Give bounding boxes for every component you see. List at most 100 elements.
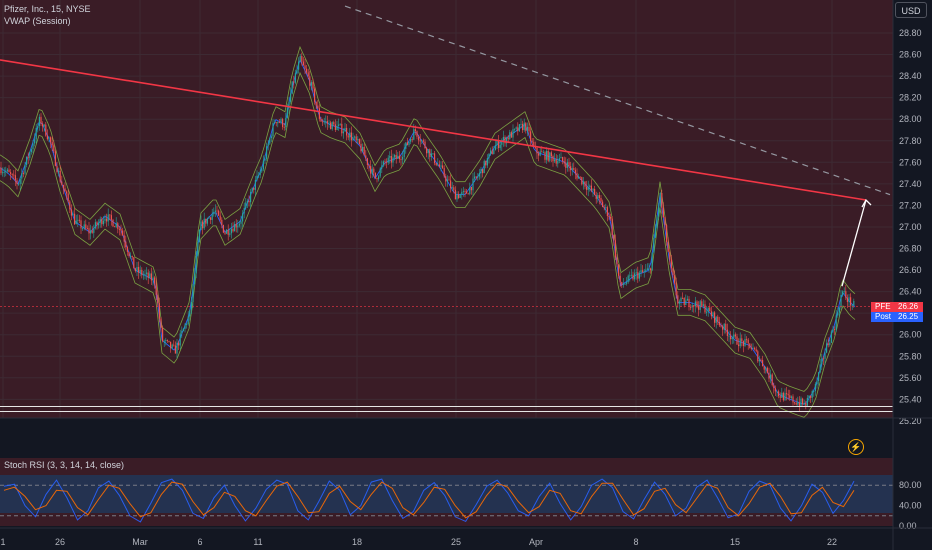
candle-body <box>242 213 244 222</box>
candle-body <box>646 268 648 270</box>
candle-body <box>467 193 469 195</box>
oscillator-band <box>0 475 893 513</box>
candle-body <box>58 170 60 172</box>
candle-body <box>826 343 828 353</box>
candle-body <box>637 272 639 279</box>
price-tick-label: 28.00 <box>899 114 922 124</box>
candle-body <box>686 298 688 301</box>
vwap-legend[interactable]: VWAP (Session) <box>4 16 71 26</box>
candle-body <box>10 172 12 175</box>
candle-body <box>264 158 266 161</box>
candle-body <box>70 209 72 216</box>
candle-body <box>54 151 56 166</box>
vwap-lower-band <box>0 71 856 418</box>
candle-body <box>227 229 229 235</box>
candle-body <box>762 360 764 367</box>
candle-body <box>474 176 476 179</box>
candle-body <box>106 218 108 222</box>
candle-body <box>610 217 612 219</box>
time-tick-label: 11 <box>253 537 262 547</box>
candle-body <box>229 233 231 235</box>
oscillator-axis[interactable]: 0.00 40.00 80.00 <box>899 480 922 531</box>
candle-body <box>488 153 490 159</box>
symbol-legend[interactable]: Pfizer, Inc., 15, NYSE <box>4 4 91 14</box>
candle-body <box>202 221 204 229</box>
candle-body <box>2 172 4 174</box>
currency-button[interactable]: USD <box>895 2 927 18</box>
candle-body <box>270 136 272 138</box>
candle-body <box>480 169 482 174</box>
candle-body <box>602 201 604 208</box>
candle-body <box>325 121 327 122</box>
stoch-rsi-legend[interactable]: Stoch RSI (3, 3, 14, 14, close) <box>4 460 125 470</box>
candle-body <box>186 324 188 325</box>
candle-body <box>842 291 844 295</box>
candle-body <box>528 126 530 132</box>
candle-body <box>517 127 519 132</box>
candle-body <box>830 331 832 343</box>
candle-body <box>342 131 344 134</box>
candle-body <box>32 143 34 150</box>
candle-body <box>208 217 210 219</box>
candle-body <box>373 168 375 173</box>
candle-body <box>205 218 207 224</box>
candle-body <box>397 155 399 159</box>
candle-body <box>837 312 839 316</box>
candle-body <box>189 309 191 317</box>
candle-body <box>696 301 698 306</box>
candle-body <box>613 235 615 241</box>
candle-body <box>240 221 242 224</box>
candle-body <box>187 316 189 325</box>
price-tick-label: 25.20 <box>899 416 922 426</box>
time-tick-label: 25 <box>451 537 461 547</box>
price-axis[interactable]: 25.2025.4025.6025.8026.0026.2026.4026.60… <box>899 28 922 426</box>
candle-body <box>266 146 268 159</box>
price-tick-label: 28.80 <box>899 28 922 38</box>
candle-body <box>200 221 202 230</box>
candle-body <box>184 324 186 329</box>
candle-body <box>347 135 349 138</box>
candle-body <box>410 139 412 142</box>
stoch-d-line <box>3 481 855 519</box>
candle-body <box>258 174 260 176</box>
lightning-icon[interactable]: ⚡ <box>848 439 864 455</box>
candle-body <box>216 210 218 212</box>
candle-body <box>485 160 487 166</box>
candle-body <box>355 136 357 141</box>
candle-body <box>72 213 74 216</box>
price-tick-label: 27.20 <box>899 200 922 210</box>
candle-body <box>275 122 277 124</box>
candle-body <box>848 297 850 302</box>
candle-body <box>512 129 514 138</box>
candle-body <box>282 119 284 127</box>
candle-body <box>30 149 32 152</box>
candle-body <box>318 108 320 119</box>
candle-body <box>211 214 213 220</box>
candle-body <box>96 222 98 226</box>
candle-body <box>197 241 199 257</box>
candle-body <box>267 143 269 147</box>
candle-body <box>675 282 677 296</box>
time-axis[interactable]: 1 26 Mar 6 11 18 25 Apr 8 15 22 <box>0 537 837 547</box>
pfe-price-tag-value: 26.26 <box>895 302 923 312</box>
candle-body <box>851 305 853 307</box>
candle-body <box>456 194 458 200</box>
candle-body <box>232 228 234 232</box>
candle-body <box>190 301 192 310</box>
candle-body <box>490 150 492 154</box>
candle-body <box>544 152 546 160</box>
candle-body <box>850 297 852 306</box>
candle-body <box>776 391 778 393</box>
candle-body <box>507 137 509 140</box>
candle-body <box>125 241 127 247</box>
candle-body <box>110 215 112 220</box>
candle-body <box>642 270 644 272</box>
candle-body <box>786 393 788 395</box>
candle-body <box>317 105 319 109</box>
candle-body <box>693 305 695 307</box>
candle-body <box>413 129 415 140</box>
candle-body <box>699 301 701 310</box>
candle-body <box>226 229 228 234</box>
candle-body <box>698 305 700 310</box>
candle-body <box>238 223 240 226</box>
